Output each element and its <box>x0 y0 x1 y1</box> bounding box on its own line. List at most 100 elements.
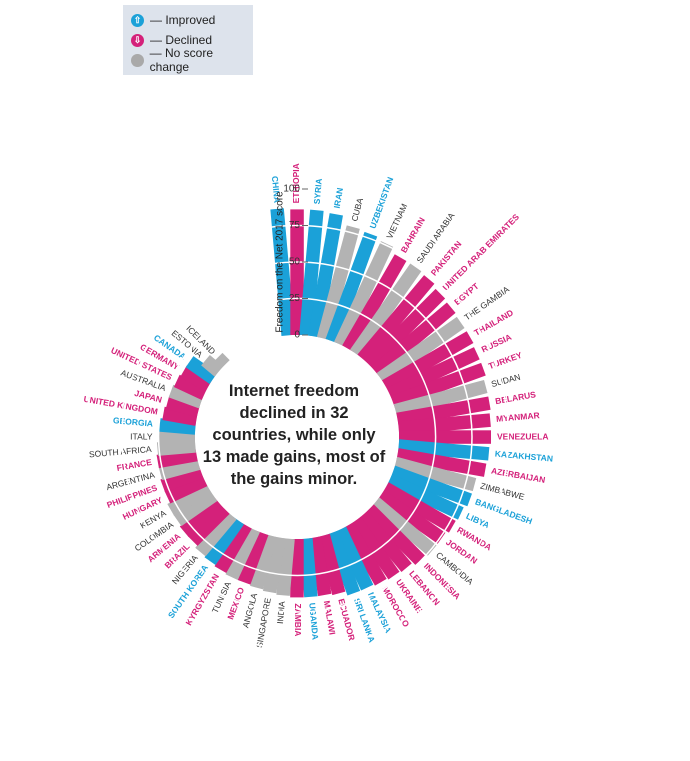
bar-label: LIBYA <box>465 511 492 531</box>
bar <box>270 208 295 336</box>
headline-line: 13 made gains, most of <box>202 448 386 466</box>
headline-line: countries, while only <box>212 426 376 444</box>
bar-label: BELARUS <box>494 389 537 406</box>
bar <box>390 362 486 409</box>
bar <box>308 213 343 338</box>
bar <box>393 379 488 418</box>
bar <box>316 533 346 596</box>
bar <box>396 396 491 426</box>
bar <box>185 356 218 384</box>
bar-label: RUSSIA <box>480 332 513 355</box>
bar-label: CUBA <box>349 197 365 223</box>
bar <box>290 209 304 335</box>
bar-label: IRAN <box>332 187 345 209</box>
legend-item-declined: ⇩ — Declined <box>131 30 253 50</box>
bar-label: SYRIA <box>312 178 324 205</box>
headline-line: declined in 32 <box>239 404 349 422</box>
bar <box>262 536 286 594</box>
improved-icon: ⇧ <box>131 13 144 27</box>
bar <box>381 331 474 392</box>
y-tick-label: 50 <box>289 257 301 268</box>
bar <box>165 395 201 418</box>
bar <box>250 533 278 590</box>
bar-label: ETHIOPIA <box>291 163 301 203</box>
bars-group <box>156 208 491 598</box>
bar-label: MYANMAR <box>496 410 540 424</box>
bar <box>308 536 332 597</box>
bar <box>399 430 491 444</box>
bar-label: SINGAPORE <box>254 597 273 649</box>
bar <box>333 526 374 591</box>
bar <box>212 352 230 370</box>
bar <box>386 474 464 520</box>
bar <box>370 302 456 377</box>
bar <box>164 473 208 504</box>
bar-label: AZERBAIJAN <box>490 466 546 485</box>
bar <box>188 504 230 546</box>
legend-item-improved: ⇧ — Improved <box>131 10 253 30</box>
legend-label-improved: — Improved <box>150 13 216 27</box>
bar-label: GEORGIA <box>113 415 154 428</box>
bar <box>364 288 446 370</box>
gridline <box>157 297 437 577</box>
bar <box>342 254 407 353</box>
bar <box>237 530 269 585</box>
bar <box>201 354 224 377</box>
bar <box>396 448 487 477</box>
bar <box>334 241 394 348</box>
legend: ⇧ — Improved ⇩ — Declined — No score cha… <box>123 5 253 75</box>
bar <box>325 530 361 596</box>
bar <box>299 538 318 598</box>
declined-icon: ⇩ <box>131 33 144 47</box>
bar <box>390 465 473 507</box>
bar <box>168 384 204 409</box>
bar-label: VENEZUELA <box>497 431 548 441</box>
bar-label: TURKEY <box>487 350 524 371</box>
gridline <box>121 261 473 613</box>
bar <box>195 510 237 557</box>
legend-label-declined: — Declined <box>150 33 213 47</box>
y-tick-label: 75 <box>289 220 301 231</box>
bar <box>299 209 324 336</box>
bar-label: MALAWI <box>322 600 338 636</box>
bar-label: CHINA <box>270 176 282 204</box>
no-change-icon <box>131 53 144 67</box>
y-tick-label: 25 <box>289 293 301 304</box>
legend-item-nochange: — No score change <box>131 46 253 74</box>
bar <box>180 365 213 392</box>
bar <box>357 510 412 573</box>
bar <box>204 516 244 566</box>
bar <box>349 516 400 580</box>
headline-line: Internet freedom <box>228 382 360 400</box>
bar <box>160 465 204 493</box>
y-axis-title: Freedom on the Net 2017 score <box>275 191 286 333</box>
bar <box>386 347 480 401</box>
bar <box>214 521 252 573</box>
bar <box>376 316 465 385</box>
bar <box>173 374 208 400</box>
bar-label: INDIA <box>275 600 287 624</box>
bar <box>179 497 224 537</box>
y-tick-label: 0 <box>294 330 300 341</box>
bar-label: UGANDA <box>307 602 320 640</box>
gridlines-group <box>84 224 510 650</box>
headline-line: the gains minor. <box>230 470 358 488</box>
bar <box>398 413 491 435</box>
bar-label: SOUTH AFRICA <box>89 444 153 459</box>
headline: Internet freedom declined in 32 countrie… <box>188 380 400 490</box>
gridline <box>84 224 510 650</box>
bar <box>290 539 304 598</box>
bar <box>225 526 260 580</box>
bar-label: ZAMBIA <box>293 603 303 636</box>
legend-label-nochange: — No score change <box>149 46 214 74</box>
bar <box>381 482 456 533</box>
bar <box>342 521 387 586</box>
bar <box>325 231 378 344</box>
bar <box>357 275 435 364</box>
bar <box>393 456 477 492</box>
bar <box>350 263 422 358</box>
bar-label: VIETNAM <box>384 202 409 240</box>
